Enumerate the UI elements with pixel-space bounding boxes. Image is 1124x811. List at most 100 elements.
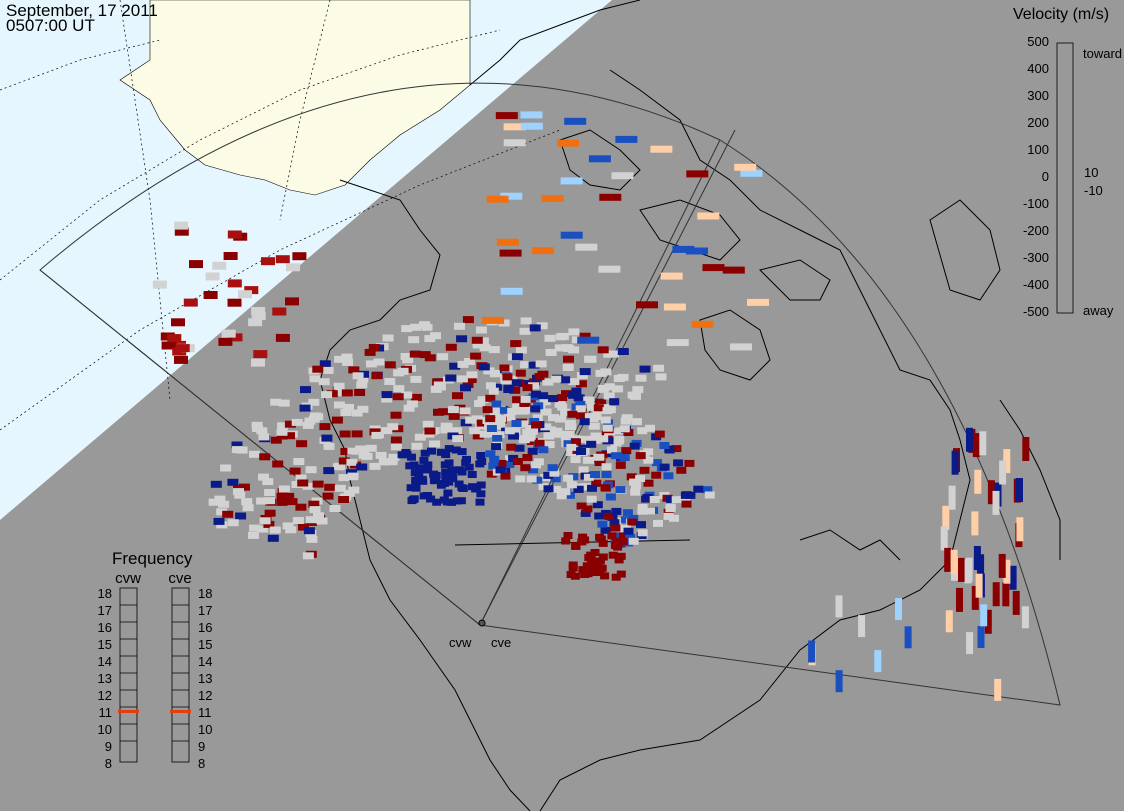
scatter-cell xyxy=(520,361,532,369)
frequency-tick-cvw: 18 xyxy=(98,586,112,601)
coastline xyxy=(699,309,771,381)
scatter-cell xyxy=(578,566,588,574)
scatter-cell xyxy=(637,504,648,511)
scatter-cell xyxy=(295,503,307,511)
scatter-cell xyxy=(663,472,674,480)
scatter-cell xyxy=(244,286,259,295)
scatter-cell xyxy=(174,227,189,236)
scatter-cell xyxy=(482,406,493,414)
scatter-cell xyxy=(485,430,497,438)
scatter-cell xyxy=(478,363,490,371)
scatter-cell xyxy=(663,512,674,520)
scatter-cell xyxy=(341,353,353,361)
scatter-cell xyxy=(423,466,433,474)
scatter-cell xyxy=(414,433,426,441)
scatter-cell xyxy=(515,369,526,377)
velocity-scale-tick: -300 xyxy=(1023,250,1049,265)
scatter-cell xyxy=(476,452,486,459)
scatter-cell xyxy=(458,485,468,492)
scatter-cell xyxy=(622,509,633,517)
scatter-cell xyxy=(578,533,588,541)
scatter-cell xyxy=(218,500,230,508)
scatter-cell xyxy=(486,195,509,203)
scatter-cell xyxy=(335,389,347,397)
scatter-cell xyxy=(507,407,518,415)
scatter-cell xyxy=(642,494,653,501)
scatter-cell xyxy=(488,387,499,395)
scatter-cell xyxy=(499,249,522,257)
velocity-scale-title: Velocity (m/s) xyxy=(1013,6,1110,23)
scatter-cell xyxy=(343,489,355,497)
scatter-cell xyxy=(531,390,541,398)
scatter-cell xyxy=(680,491,691,499)
scatter-cell xyxy=(531,247,554,255)
scatter-cell xyxy=(445,343,457,351)
scatter-cell xyxy=(371,372,383,380)
scatter-cell xyxy=(476,419,488,427)
velocity-scale-tick: -100 xyxy=(1023,196,1049,211)
scatter-cell xyxy=(617,373,629,381)
scatter-cell xyxy=(502,373,513,381)
radar-site-marker xyxy=(478,619,486,627)
scatter-cell xyxy=(615,461,626,469)
scatter-cell xyxy=(663,303,686,311)
scatter-cell xyxy=(499,406,510,414)
frequency-tick-cve: 8 xyxy=(198,756,205,771)
scatter-cell xyxy=(653,364,665,372)
scatter-cell xyxy=(390,411,402,419)
scatter-cell xyxy=(1016,478,1023,502)
scatter-cell xyxy=(278,485,290,493)
scatter-cell xyxy=(610,524,621,532)
scatter-cell xyxy=(447,406,459,414)
scatter-cell xyxy=(639,365,651,373)
scatter-cell xyxy=(618,538,628,545)
scatter-cell xyxy=(329,505,341,512)
scatter-cell xyxy=(492,435,503,442)
scatter-cell xyxy=(835,670,843,693)
scatter-cell xyxy=(296,440,308,448)
scatter-cell xyxy=(635,475,646,483)
scatter-cell xyxy=(276,432,288,440)
scatter-cell xyxy=(680,496,691,504)
scatter-cell xyxy=(619,454,630,461)
scatter-cell xyxy=(583,456,594,464)
scatter-cell xyxy=(520,464,531,472)
scatter-cell xyxy=(620,417,632,425)
scatter-cell xyxy=(264,489,276,496)
scatter-cell xyxy=(598,435,609,443)
scatter-cell xyxy=(489,455,500,463)
scatter-cell xyxy=(278,493,290,501)
scatter-cell xyxy=(424,335,436,343)
scatter-cell xyxy=(512,402,524,410)
scatter-cell xyxy=(998,553,1006,578)
scatter-cell xyxy=(564,117,587,125)
scatter-cell xyxy=(612,537,622,545)
scatter-cell xyxy=(560,408,571,416)
frequency-tick-cvw: 13 xyxy=(98,671,112,686)
scatter-cell xyxy=(556,492,567,500)
scatter-cell xyxy=(258,433,270,441)
scatter-cell xyxy=(437,353,449,361)
scatter-cell xyxy=(563,474,574,482)
scatter-cell xyxy=(276,498,288,506)
scatter-cell xyxy=(563,532,573,539)
scatter-cell xyxy=(292,252,307,261)
latlon-grid-line xyxy=(0,29,501,281)
scatter-cell xyxy=(519,407,529,415)
scatter-cell xyxy=(214,495,226,503)
scatter-cell xyxy=(568,378,580,386)
scatter-cell xyxy=(321,434,333,442)
scatter-cell xyxy=(571,542,581,549)
scatter-cell xyxy=(284,420,296,428)
scatter-cell xyxy=(966,632,974,655)
scatter-cell xyxy=(277,422,289,430)
scatter-cell xyxy=(205,272,220,281)
scatter-cell xyxy=(430,385,442,393)
scatter-cell xyxy=(357,405,369,413)
scatter-cell xyxy=(665,505,676,513)
scatter-cell xyxy=(183,298,198,307)
scatter-cell xyxy=(306,535,318,543)
scatter-cell xyxy=(528,425,539,433)
scatter-cell xyxy=(465,416,477,424)
